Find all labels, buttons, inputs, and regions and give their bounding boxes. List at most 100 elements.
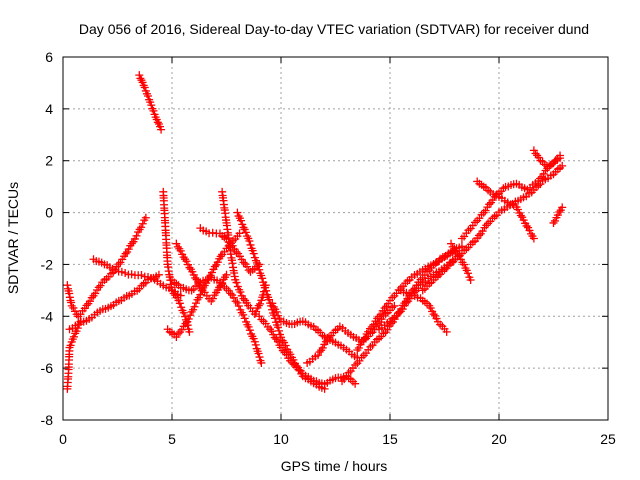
data-point	[137, 223, 146, 232]
series-track-m	[255, 312, 360, 389]
data-point	[96, 281, 105, 290]
data-point	[157, 125, 166, 134]
data-point	[86, 297, 95, 306]
data-point	[229, 293, 238, 302]
series-track-d	[63, 317, 85, 393]
data-point	[208, 228, 217, 237]
data-point	[127, 239, 136, 248]
y-tick-label: -8	[41, 412, 54, 428]
data-point	[531, 149, 540, 158]
data-point	[254, 262, 263, 271]
data-point	[267, 327, 276, 336]
data-point	[173, 242, 182, 251]
data-point	[149, 106, 158, 115]
x-tick-label: 0	[59, 431, 67, 447]
data-point	[321, 337, 330, 346]
data-point	[464, 269, 473, 278]
data-point	[169, 289, 178, 298]
y-tick-label: 6	[45, 49, 53, 65]
data-point	[256, 299, 265, 308]
data-point	[549, 218, 558, 227]
series-track-i	[172, 239, 231, 305]
data-point	[144, 92, 153, 101]
data-point	[208, 294, 217, 303]
series-track-e	[135, 71, 166, 134]
data-point	[191, 299, 200, 308]
data-point	[121, 249, 130, 258]
series-track-j	[218, 187, 270, 319]
data-point	[240, 314, 249, 323]
data-point	[536, 174, 545, 183]
series-track-q	[353, 247, 460, 354]
data-point	[255, 353, 264, 362]
data-point	[254, 301, 263, 310]
data-point	[254, 349, 263, 358]
y-tick-label: 0	[45, 205, 53, 221]
data-point	[448, 242, 457, 251]
x-tick-label: 10	[273, 431, 289, 447]
y-tick-labels: -8 -6 -4 -2 0 2 4 6	[41, 49, 54, 428]
grid-lines	[63, 57, 608, 420]
data-point	[251, 340, 260, 349]
data-point	[252, 307, 261, 316]
data-point	[380, 304, 389, 313]
data-point	[233, 208, 242, 217]
data-point	[529, 234, 538, 243]
data-point	[236, 287, 245, 296]
data-point	[516, 211, 525, 220]
data-point	[215, 283, 224, 292]
data-point	[197, 284, 206, 293]
data-point	[239, 223, 248, 232]
data-point	[273, 337, 282, 346]
data-point	[239, 310, 248, 319]
data-point	[253, 258, 262, 267]
data-point	[231, 297, 240, 306]
data-point	[232, 278, 241, 287]
series-track-x	[529, 146, 565, 171]
data-point	[82, 301, 91, 310]
series-track-f	[159, 187, 194, 336]
data-point	[66, 341, 75, 350]
series-track-u	[418, 161, 567, 295]
data-point	[76, 317, 85, 326]
data-point	[175, 299, 184, 308]
data-point	[466, 275, 475, 284]
data-point	[274, 323, 283, 332]
data-point	[191, 273, 200, 282]
data-point	[278, 346, 287, 355]
data-point	[257, 358, 266, 367]
data-point	[176, 246, 185, 255]
data-point	[246, 240, 255, 249]
series-track-t	[447, 239, 475, 284]
data-point	[94, 283, 103, 292]
data-point	[222, 270, 231, 279]
data-point	[239, 294, 248, 303]
data-point	[184, 315, 193, 324]
data-point	[460, 260, 469, 269]
data-point	[258, 274, 267, 283]
data-point	[558, 161, 567, 170]
y-tick-label: -4	[41, 308, 54, 324]
data-point	[241, 228, 250, 237]
data-point	[245, 326, 254, 335]
data-point	[255, 265, 264, 274]
data-point	[275, 326, 284, 335]
data-point	[91, 289, 100, 298]
data-point	[242, 262, 251, 271]
data-point	[226, 289, 235, 298]
data-point	[398, 305, 407, 314]
data-point	[270, 333, 279, 342]
data-point	[141, 213, 150, 222]
data-point	[114, 260, 123, 269]
data-point	[390, 301, 399, 310]
y-axis-label: SDTVAR / TECUs	[5, 182, 21, 294]
data-markers	[63, 71, 567, 393]
x-axis-label: GPS time / hours	[281, 458, 388, 474]
data-point	[442, 327, 451, 336]
data-point	[555, 207, 564, 216]
data-point	[239, 258, 248, 267]
axis-ticks	[62, 56, 609, 421]
data-point	[539, 169, 548, 178]
data-point	[69, 303, 78, 312]
data-point	[475, 231, 484, 240]
